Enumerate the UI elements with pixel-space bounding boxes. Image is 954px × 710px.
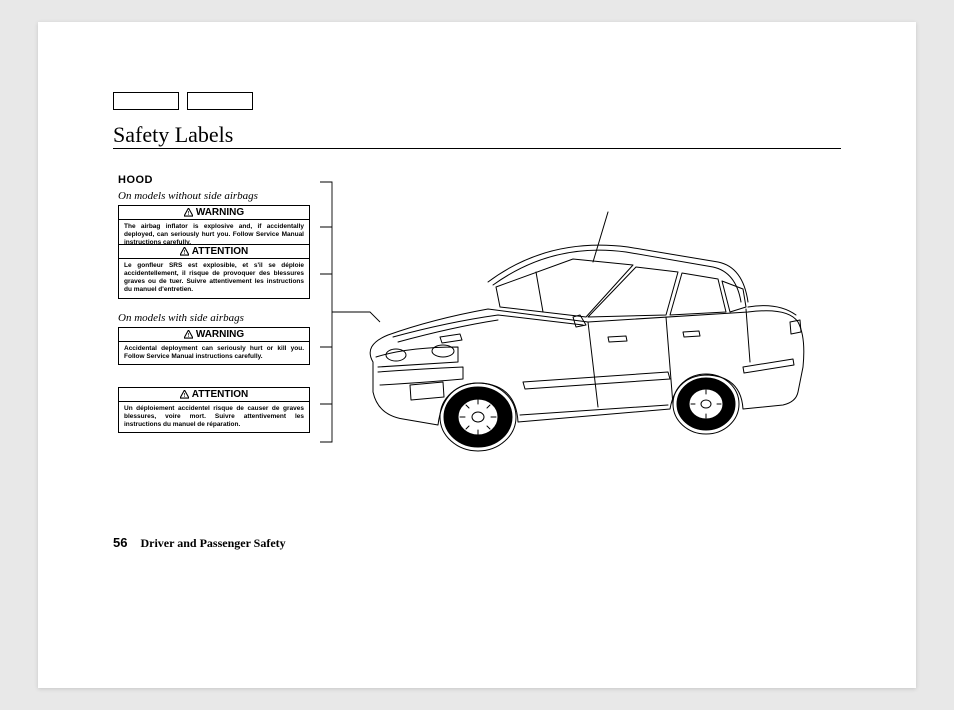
warning-label-1-title: WARNING [196, 207, 244, 218]
page-number: 56 [113, 535, 127, 550]
svg-text:!: ! [187, 211, 189, 217]
sub-without-airbags: On models without side airbags [118, 190, 258, 202]
attention-label-2: ! ATTENTION Un déploiement accidentel ri… [118, 387, 310, 433]
svg-text:!: ! [187, 333, 189, 339]
attention-label-2-body: Un déploiement accidentel risque de caus… [119, 402, 309, 432]
warning-label-1-header: ! WARNING [119, 206, 309, 220]
warning-label-2: ! WARNING Accidental deployment can seri… [118, 327, 310, 365]
warning-label-2-header: ! WARNING [119, 328, 309, 342]
warning-triangle-icon: ! [184, 330, 193, 339]
header-boxes [113, 92, 253, 110]
svg-text:!: ! [183, 250, 185, 256]
attention-label-2-header: ! ATTENTION [119, 388, 309, 402]
warning-triangle-icon: ! [180, 390, 189, 399]
title-underline [113, 148, 841, 149]
warning-label-2-body: Accidental deployment can seriously hurt… [119, 342, 309, 364]
page-footer: 56 Driver and Passenger Safety [113, 535, 286, 551]
header-box-2 [187, 92, 253, 110]
warning-triangle-icon: ! [180, 247, 189, 256]
attention-label-2-title: ATTENTION [192, 389, 248, 400]
warning-label-2-title: WARNING [196, 329, 244, 340]
header-box-1 [113, 92, 179, 110]
attention-label-1-body: Le gonfleur SRS est explosible, et s'il … [119, 259, 309, 298]
page-title: Safety Labels [113, 122, 233, 148]
sub-with-airbags: On models with side airbags [118, 312, 244, 324]
attention-label-1: ! ATTENTION Le gonfleur SRS est explosib… [118, 244, 310, 299]
manual-page: Safety Labels HOOD On models without sid… [38, 22, 916, 688]
attention-label-1-title: ATTENTION [192, 246, 248, 257]
svg-text:!: ! [183, 393, 185, 399]
car-illustration [348, 207, 818, 467]
footer-section-title: Driver and Passenger Safety [140, 536, 285, 550]
hood-heading: HOOD [118, 174, 153, 186]
warning-triangle-icon: ! [184, 208, 193, 217]
attention-label-1-header: ! ATTENTION [119, 245, 309, 259]
